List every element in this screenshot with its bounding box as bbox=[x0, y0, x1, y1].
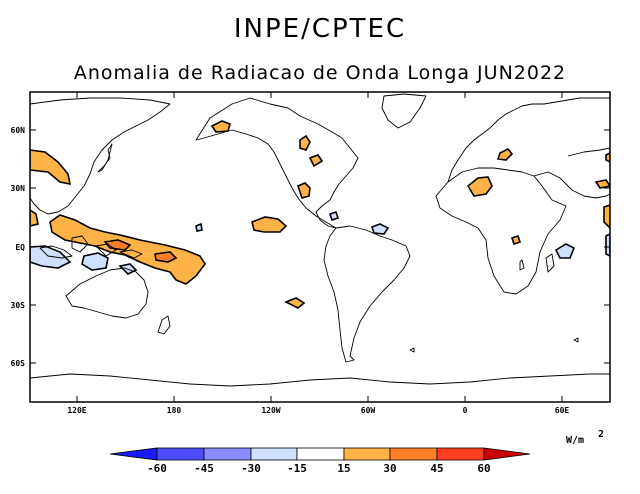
anomaly-arabian-sea bbox=[594, 179, 610, 189]
anomaly-equatorial-pacific-small bbox=[195, 222, 203, 232]
lon-label-120w: 120W bbox=[261, 406, 280, 415]
anomaly-east-edge-south bbox=[605, 233, 610, 257]
colorbar-bin-1 bbox=[156, 447, 205, 461]
anomaly-mexico bbox=[297, 182, 311, 199]
anomaly-indian-ocean-west bbox=[30, 209, 39, 227]
map-title: Anomalia de Radiacao de Onda Longa JUN20… bbox=[73, 62, 567, 84]
colorbar-label-neg15: -15 bbox=[287, 462, 307, 475]
colorbar-bin-6 bbox=[389, 447, 438, 461]
anomaly-alaska bbox=[210, 120, 231, 133]
anomaly-western-pacific-core bbox=[103, 239, 132, 251]
anomaly-pacific-core-east bbox=[154, 251, 178, 263]
lon-ticks bbox=[76, 92, 563, 402]
anomaly-west-africa bbox=[496, 147, 514, 161]
colorbar-label-15: 15 bbox=[337, 462, 350, 475]
coastlines bbox=[30, 93, 610, 387]
colorbar-label-30: 30 bbox=[383, 462, 396, 475]
lon-label-60w: 60W bbox=[361, 406, 376, 415]
anomaly-bay-east bbox=[603, 204, 610, 230]
anomaly-east-asia bbox=[605, 152, 610, 163]
lat-label-eq: EQ bbox=[15, 243, 25, 252]
anomaly-sahara bbox=[466, 176, 493, 197]
legend-unit-exponent: 2 bbox=[598, 429, 604, 440]
legend-unit: W/m bbox=[566, 435, 584, 446]
org-title: INPE/CPTEC bbox=[233, 14, 407, 44]
anomaly-equatorial-atlantic bbox=[370, 223, 390, 235]
anomaly-indian-ocean-east bbox=[554, 243, 576, 259]
lat-ticks bbox=[30, 129, 610, 364]
anomaly-north-pacific-west bbox=[30, 149, 72, 186]
color-bar bbox=[109, 447, 531, 461]
anomaly-south-pacific bbox=[284, 297, 306, 309]
anomaly-north-america bbox=[299, 134, 311, 151]
colorbar-bin-3 bbox=[250, 447, 298, 461]
anomaly-fields bbox=[30, 120, 610, 309]
colorbar-bin-7 bbox=[436, 447, 485, 461]
anomaly-great-plains bbox=[308, 154, 324, 168]
lat-label-30n: 30N bbox=[11, 184, 26, 193]
colorbar-label-neg60: -60 bbox=[147, 462, 167, 475]
lon-label-180: 180 bbox=[167, 406, 182, 415]
colorbar-bin-4 bbox=[296, 447, 345, 461]
colorbar-arrow-low bbox=[109, 447, 158, 461]
colorbar-label-45: 45 bbox=[430, 462, 443, 475]
anomaly-maritime-continent-east bbox=[81, 252, 109, 271]
colorbar-arrow-high bbox=[483, 447, 531, 461]
colorbar-label-60: 60 bbox=[477, 462, 490, 475]
colorbar-label-neg30: -30 bbox=[241, 462, 261, 475]
lat-label-60s: 60S bbox=[11, 359, 26, 368]
lon-label-60e: 60E bbox=[555, 406, 570, 415]
lat-label-60n: 60N bbox=[11, 126, 26, 135]
lon-label-120e: 120E bbox=[67, 406, 86, 415]
colorbar-bin-5 bbox=[343, 447, 391, 461]
colorbar-bin-2 bbox=[203, 447, 252, 461]
anomaly-western-pacific bbox=[49, 214, 206, 285]
lat-label-30s: 30S bbox=[11, 301, 26, 310]
anomaly-maritime-continent-west bbox=[30, 245, 72, 269]
lon-label-0: 0 bbox=[463, 406, 468, 415]
colorbar-label-neg45: -45 bbox=[194, 462, 214, 475]
anomaly-central-pacific bbox=[251, 216, 288, 233]
anomaly-central-africa bbox=[510, 234, 522, 246]
anomaly-caribbean bbox=[328, 210, 340, 222]
